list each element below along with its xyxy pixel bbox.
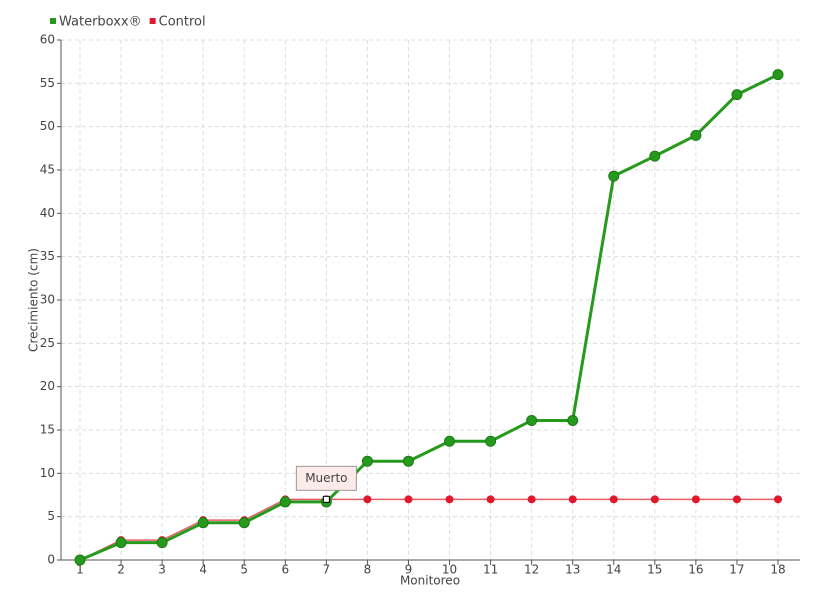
point — [486, 495, 495, 504]
x-tick-label: 12 — [524, 563, 539, 577]
y-tick-label: 45 — [40, 163, 55, 177]
y-tick-label: 10 — [40, 466, 55, 480]
y-tick-label: 40 — [40, 206, 55, 220]
y-tick-label: 0 — [47, 553, 55, 567]
annotation-marker — [322, 495, 330, 503]
x-tick-label: 3 — [158, 563, 166, 577]
point — [444, 435, 456, 447]
x-tick-label: 17 — [729, 563, 744, 577]
point — [526, 414, 538, 426]
y-tick-label: 55 — [40, 76, 55, 90]
point — [772, 69, 784, 81]
point — [527, 495, 536, 504]
point — [363, 495, 372, 504]
x-tick-label: 4 — [199, 563, 207, 577]
annotation: Muerto — [305, 471, 347, 485]
point — [609, 495, 618, 504]
series-line — [79, 498, 778, 561]
y-tick-label: 20 — [40, 379, 55, 393]
x-tick-label: 8 — [364, 563, 372, 577]
y-tick-label: 60 — [40, 33, 55, 47]
x-tick-label: 13 — [565, 563, 580, 577]
x-tick-label: 14 — [606, 563, 621, 577]
y-tick-label: 30 — [40, 293, 55, 307]
x-tick-label: 16 — [688, 563, 703, 577]
point — [731, 89, 743, 101]
point — [156, 537, 168, 549]
point — [74, 554, 86, 566]
y-tick-label: 50 — [40, 119, 55, 133]
point — [690, 129, 702, 141]
point — [402, 455, 414, 467]
x-tick-label: 5 — [240, 563, 248, 577]
legend-swatch — [50, 18, 56, 24]
y-tick-label: 15 — [40, 423, 55, 437]
point — [691, 495, 700, 504]
point — [774, 495, 782, 504]
point — [445, 495, 454, 504]
point — [568, 495, 577, 504]
legend-label: Waterboxx® — [59, 15, 142, 30]
annotation-box — [295, 465, 357, 491]
point — [649, 150, 661, 162]
point — [567, 414, 579, 426]
legend-label: Control — [159, 15, 206, 30]
x-tick-label: 6 — [281, 563, 289, 577]
point — [197, 517, 209, 529]
point — [238, 517, 250, 529]
series-line — [79, 73, 779, 562]
x-tick-label: 7 — [323, 563, 331, 577]
x-tick-label: 1 — [76, 563, 84, 577]
point — [650, 495, 659, 504]
point — [361, 455, 373, 467]
point — [485, 435, 497, 447]
y-axis-label: Crecimiento (cm) — [27, 248, 41, 352]
point — [732, 495, 741, 504]
x-tick-label: 11 — [483, 563, 498, 577]
point — [115, 537, 127, 549]
y-tick-label: 5 — [47, 509, 55, 523]
x-axis-label: Monitoreo — [400, 574, 460, 588]
x-tick-label: 9 — [405, 563, 413, 577]
x-tick-label: 15 — [647, 563, 662, 577]
x-tick-label: 10 — [442, 563, 457, 577]
y-tick-label: 25 — [40, 336, 55, 350]
point — [608, 170, 620, 182]
x-tick-label: 2 — [117, 563, 125, 577]
point — [279, 496, 291, 508]
y-tick-label: 35 — [40, 249, 55, 263]
point — [404, 495, 413, 504]
x-tick-label: 18 — [770, 563, 785, 577]
legend-swatch — [149, 18, 156, 24]
